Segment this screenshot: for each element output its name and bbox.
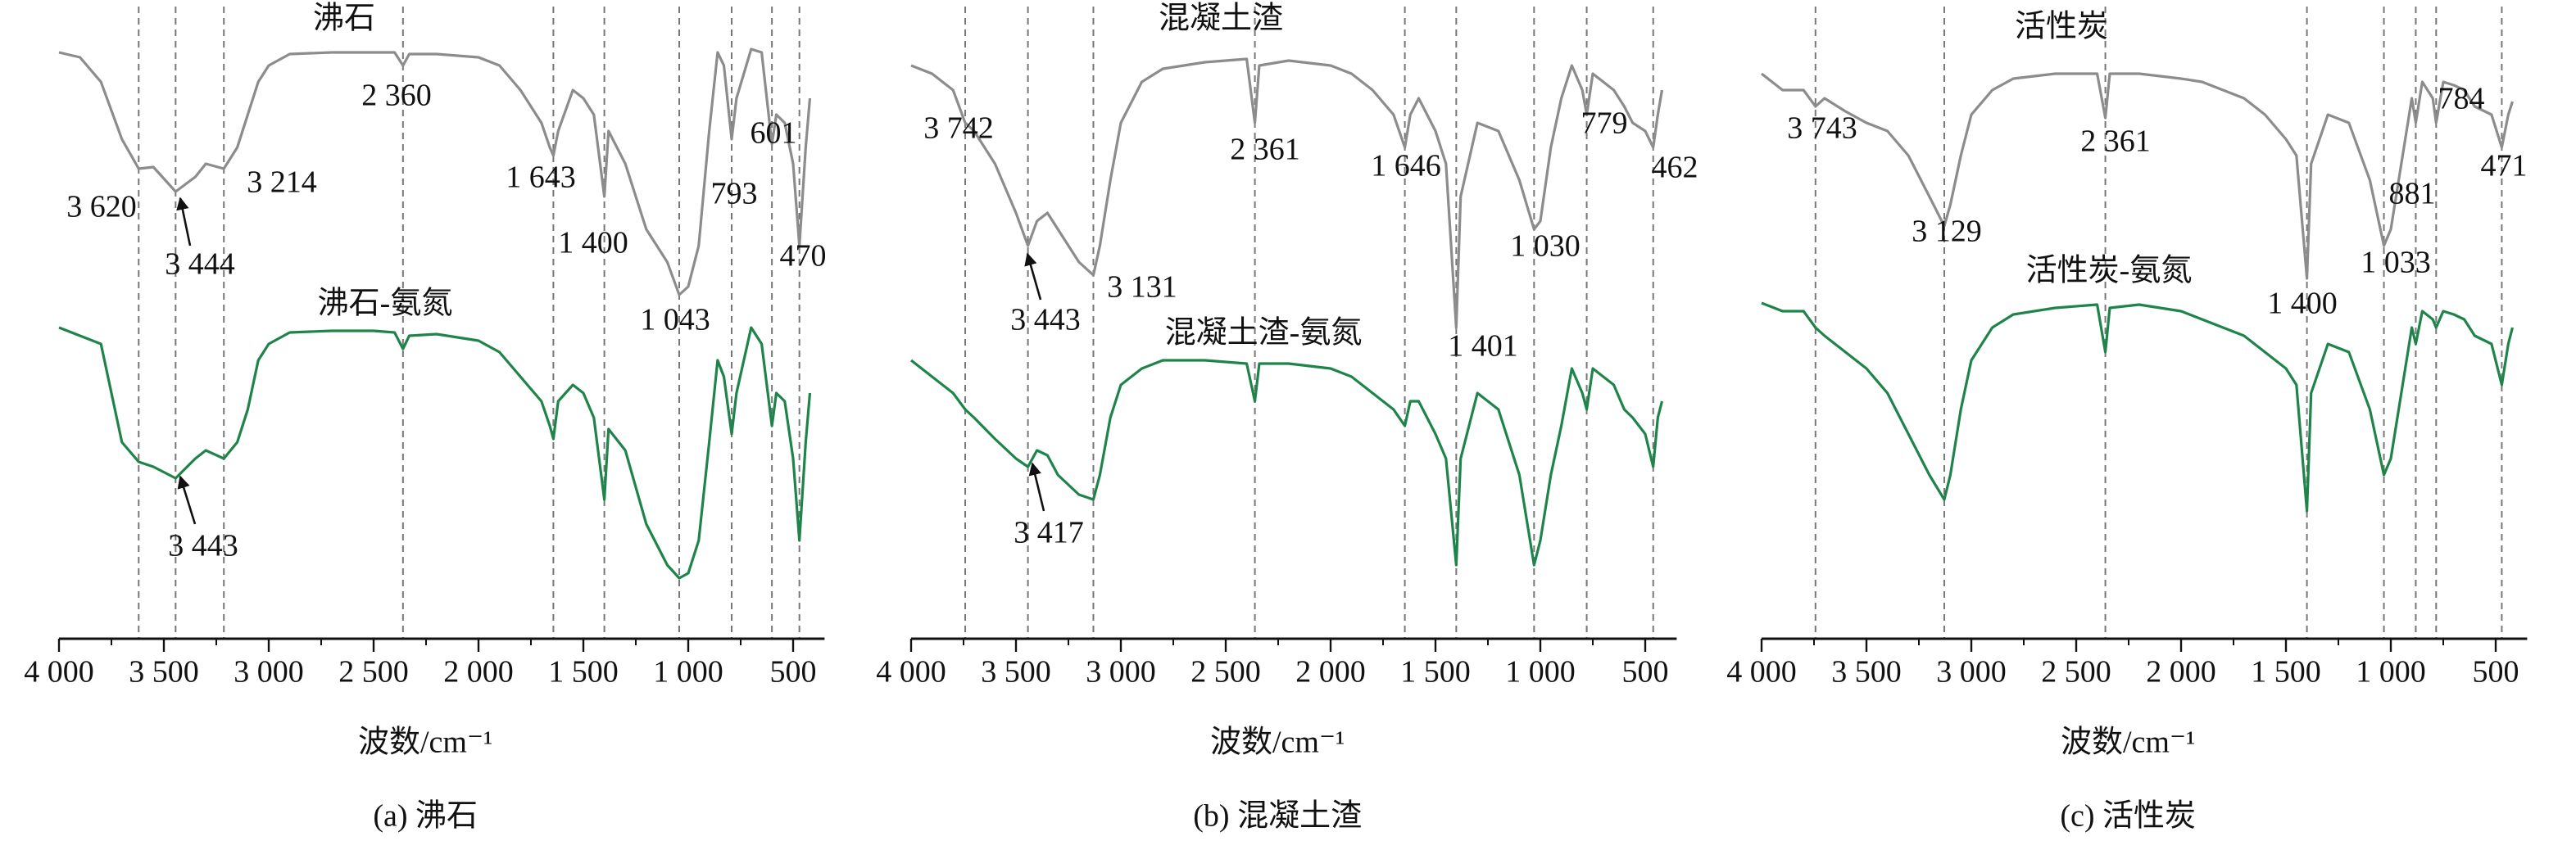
spectrum-line — [910, 57, 1664, 329]
x-axis-label: 波数/cm⁻¹ — [2061, 726, 2195, 760]
peak-label: 1 043 — [640, 303, 710, 337]
x-tick-label: 4 000 — [1726, 655, 1797, 689]
peak-label: 3 443 — [1010, 303, 1081, 337]
peak-label: 1 030 — [1510, 229, 1581, 264]
x-tick-label: 2 500 — [2041, 655, 2111, 689]
x-tick-label: 500 — [1622, 655, 1669, 689]
peak-label: 1 401 — [1448, 329, 1518, 364]
spectrum-line — [1761, 301, 2515, 513]
x-tick-label: 3 500 — [981, 655, 1051, 689]
x-tick-label: 3 000 — [234, 655, 304, 689]
x-tick-label: 500 — [2473, 655, 2519, 689]
peak-label: 3 129 — [1912, 215, 1982, 249]
series-label: 混凝土渣-氨氮 — [1165, 316, 1363, 350]
peak-label: 601 — [751, 116, 797, 151]
peak-label: 3 743 — [1787, 111, 1857, 146]
x-tick-label: 1 500 — [1400, 655, 1471, 689]
peak-label: 471 — [2481, 149, 2528, 183]
spectrum-line — [58, 47, 812, 296]
peak-label: 3 742 — [923, 111, 994, 146]
series-label: 活性炭-氨氮 — [2026, 254, 2193, 288]
peak-arrow — [176, 197, 192, 246]
panel-caption: (c) 活性炭 — [2060, 799, 2196, 834]
peak-label: 470 — [780, 239, 827, 274]
x-tick-label: 2 000 — [2146, 655, 2216, 689]
x-tick-label: 2 500 — [1190, 655, 1261, 689]
peak-label: 1 643 — [506, 161, 576, 195]
peak-label: 3 131 — [1107, 270, 1177, 305]
peak-arrow — [1028, 462, 1045, 512]
peak-label: 462 — [1652, 151, 1698, 185]
spectrum-line — [1761, 72, 2515, 280]
peak-label: 784 — [2438, 82, 2485, 116]
peak-label: 2 361 — [2080, 124, 2151, 159]
peak-label: 1 646 — [1371, 149, 1441, 183]
x-tick-label: 3 500 — [1831, 655, 1902, 689]
x-tick-label: 2 000 — [1295, 655, 1366, 689]
peak-label: 3 214 — [247, 165, 317, 200]
peak-label: 3 443 — [168, 529, 238, 563]
peak-label: 881 — [2389, 177, 2436, 211]
peak-arrow — [1024, 252, 1042, 301]
x-tick-label: 4 000 — [24, 655, 94, 689]
peak-label: 1 033 — [2361, 246, 2431, 280]
x-tick-label: 3 500 — [129, 655, 199, 689]
x-tick-label: 3 000 — [1086, 655, 1156, 689]
series-label: 沸石 — [313, 2, 375, 36]
peak-label: 3 444 — [165, 247, 235, 282]
x-tick-label: 4 000 — [876, 655, 946, 689]
peak-label: 779 — [1581, 106, 1628, 141]
x-tick-label: 1 500 — [548, 655, 619, 689]
series-label: 活性炭 — [2015, 10, 2108, 44]
peak-label: 2 361 — [1230, 133, 1300, 167]
panel-caption: (a) 沸石 — [373, 799, 478, 834]
x-tick-label: 1 500 — [2251, 655, 2321, 689]
peak-label: 793 — [711, 177, 758, 211]
peak-label: 1 400 — [2267, 287, 2338, 321]
panel-caption: (b) 混凝土渣 — [1193, 799, 1362, 834]
peak-label: 2 360 — [361, 79, 432, 113]
series-label: 沸石-氨氮 — [318, 287, 453, 321]
peak-arrow — [177, 475, 197, 525]
x-tick-label: 3 000 — [1936, 655, 2007, 689]
peak-label: 3 417 — [1014, 516, 1084, 550]
series-label: 混凝土渣 — [1159, 2, 1283, 36]
x-tick-label: 1 000 — [653, 655, 723, 689]
x-tick-label: 1 000 — [1505, 655, 1576, 689]
spectrum-line — [58, 326, 812, 580]
peak-label: 3 620 — [66, 190, 137, 224]
x-tick-label: 1 000 — [2356, 655, 2426, 689]
x-tick-label: 500 — [770, 655, 817, 689]
spectrum-line — [910, 359, 1664, 567]
x-tick-label: 2 500 — [338, 655, 409, 689]
x-axis-label: 波数/cm⁻¹ — [1210, 726, 1345, 760]
x-axis-label: 波数/cm⁻¹ — [358, 726, 492, 760]
peak-label: 1 400 — [558, 226, 628, 260]
x-tick-label: 2 000 — [443, 655, 514, 689]
